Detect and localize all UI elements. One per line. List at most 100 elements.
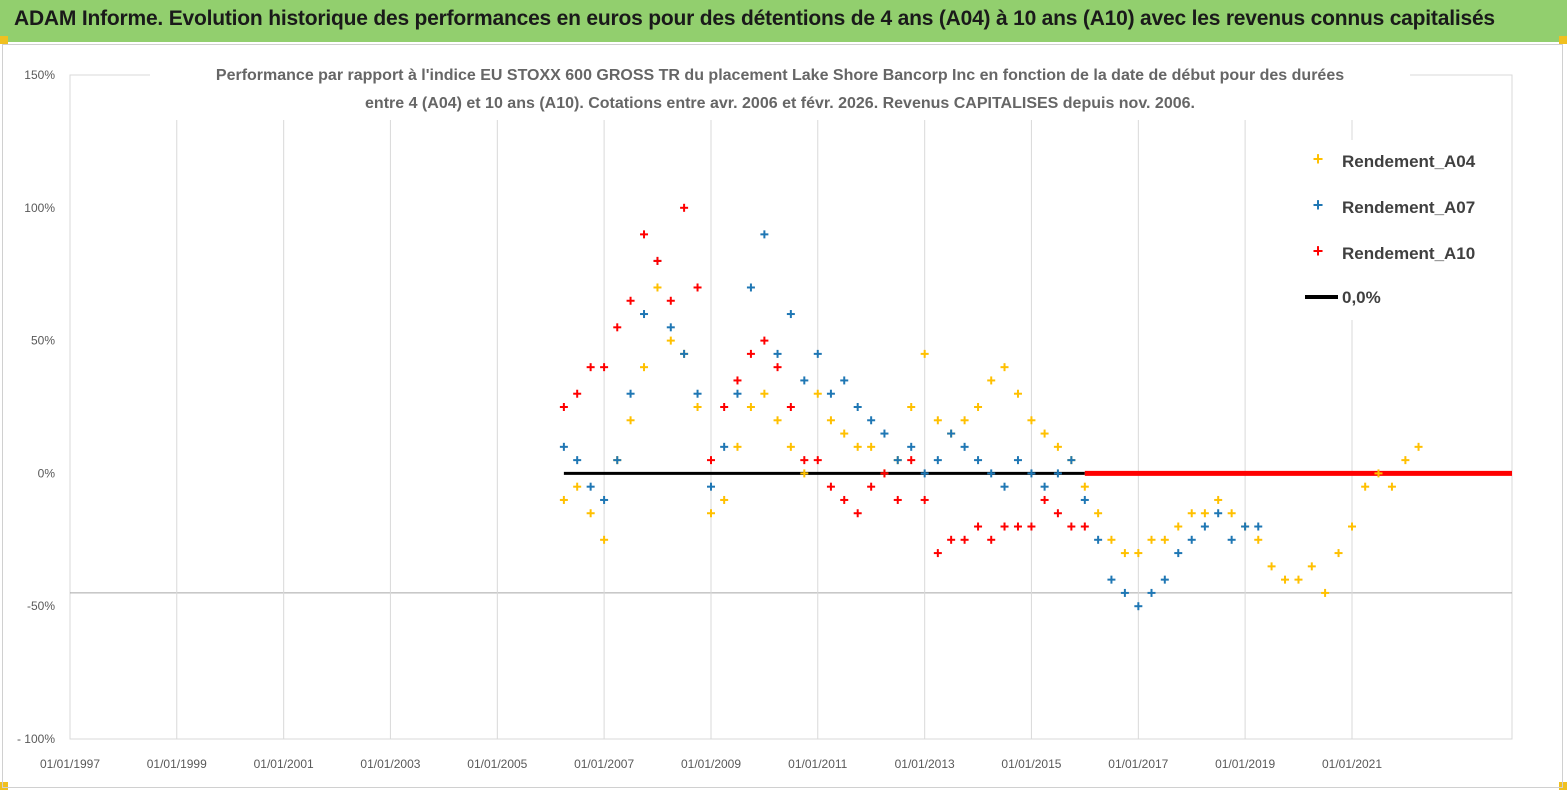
point-a07 bbox=[720, 442, 729, 451]
point-a10 bbox=[920, 495, 929, 504]
point-a04 bbox=[960, 416, 969, 425]
point-a07 bbox=[1160, 575, 1169, 584]
point-a07 bbox=[600, 495, 609, 504]
point-a04 bbox=[1094, 509, 1103, 518]
x-tick-label: 01/01/2007 bbox=[574, 757, 634, 771]
legend-background bbox=[1280, 140, 1505, 320]
point-a07 bbox=[680, 349, 689, 358]
report-title: ADAM Informe. Evolution historique des p… bbox=[14, 7, 1495, 30]
legend-marker-a04: + bbox=[1313, 149, 1324, 169]
point-a04 bbox=[1401, 456, 1410, 465]
data-marks bbox=[559, 203, 1512, 611]
x-tick-label: 01/01/2019 bbox=[1215, 757, 1275, 771]
legend-label-a04: Rendement_A04 bbox=[1342, 152, 1476, 171]
point-a07 bbox=[693, 389, 702, 398]
point-a10 bbox=[1000, 522, 1009, 531]
point-a10 bbox=[760, 336, 769, 345]
point-a07 bbox=[933, 456, 942, 465]
point-a07 bbox=[626, 389, 635, 398]
point-a10 bbox=[867, 482, 876, 491]
point-a04 bbox=[1334, 549, 1343, 558]
x-tick-label: 01/01/2011 bbox=[788, 757, 847, 771]
x-tick-label: 01/01/2017 bbox=[1108, 757, 1168, 771]
y-axis-ticks: 150% 100% 50% 0% -50% - 100% bbox=[17, 68, 55, 746]
point-a04 bbox=[1348, 522, 1357, 531]
point-a10 bbox=[960, 535, 969, 544]
x-tick-label: 01/01/2021 bbox=[1322, 757, 1382, 771]
point-a04 bbox=[1374, 469, 1383, 478]
point-a07 bbox=[800, 376, 809, 385]
point-a07 bbox=[573, 456, 582, 465]
point-a04 bbox=[1000, 363, 1009, 372]
point-a04 bbox=[907, 403, 916, 411]
point-a07 bbox=[1214, 509, 1223, 518]
point-a04 bbox=[586, 509, 595, 518]
point-a10 bbox=[840, 495, 849, 504]
point-a10 bbox=[773, 363, 782, 372]
point-a10 bbox=[880, 469, 889, 478]
point-a07 bbox=[947, 429, 956, 438]
point-a07 bbox=[987, 469, 996, 478]
point-a04 bbox=[1120, 549, 1129, 558]
x-tick-label: 01/01/2003 bbox=[360, 757, 420, 771]
point-a07 bbox=[960, 442, 969, 451]
point-a04 bbox=[1147, 535, 1156, 544]
point-a07 bbox=[760, 230, 769, 239]
point-a10 bbox=[813, 456, 822, 465]
y-tick-label: 0% bbox=[38, 466, 56, 480]
point-a07 bbox=[893, 456, 902, 465]
point-a04 bbox=[1080, 482, 1089, 491]
subtitle-line-1: Performance par rapport à l'indice EU ST… bbox=[216, 67, 1344, 84]
point-a07 bbox=[826, 389, 835, 398]
point-a07 bbox=[1174, 549, 1183, 558]
point-a10 bbox=[666, 296, 675, 305]
point-a04 bbox=[1174, 522, 1183, 531]
point-a04 bbox=[1107, 535, 1116, 544]
y-tick-label: 50% bbox=[31, 334, 55, 348]
point-a07 bbox=[773, 349, 782, 358]
point-a04 bbox=[720, 495, 729, 504]
point-a04 bbox=[1387, 482, 1396, 491]
x-tick-label: 01/01/1999 bbox=[147, 757, 207, 771]
point-a04 bbox=[1321, 588, 1330, 597]
point-a10 bbox=[947, 535, 956, 544]
x-axis-ticks: 01/01/1997 01/01/1999 01/01/2001 01/01/2003… bbox=[40, 757, 1382, 771]
point-a04 bbox=[1254, 535, 1263, 544]
point-a07 bbox=[1107, 575, 1116, 584]
point-a10 bbox=[907, 456, 916, 465]
point-a07 bbox=[974, 456, 983, 465]
point-a04 bbox=[1013, 389, 1022, 398]
point-a07 bbox=[1134, 602, 1143, 611]
point-a04 bbox=[1214, 495, 1223, 504]
point-a10 bbox=[693, 283, 702, 292]
point-a04 bbox=[1281, 575, 1290, 584]
legend: + Rendement_A04 + Rendement_A07 + Rendem… bbox=[1280, 140, 1505, 320]
point-a04 bbox=[653, 283, 662, 292]
point-a10 bbox=[893, 495, 902, 504]
point-a04 bbox=[626, 416, 635, 425]
point-a04 bbox=[1053, 442, 1062, 451]
legend-marker-a07: + bbox=[1313, 195, 1324, 215]
point-a10 bbox=[974, 522, 983, 531]
point-a10 bbox=[573, 389, 582, 398]
y-tick-label: -50% bbox=[27, 599, 55, 613]
point-a07 bbox=[1094, 535, 1103, 544]
point-a04 bbox=[733, 442, 742, 451]
point-a04 bbox=[707, 509, 716, 518]
point-a04 bbox=[1414, 442, 1423, 451]
point-a07 bbox=[1227, 535, 1236, 544]
point-a04 bbox=[800, 469, 809, 478]
point-a07 bbox=[640, 310, 649, 319]
point-a10 bbox=[586, 363, 595, 372]
point-a07 bbox=[1080, 495, 1089, 504]
point-a10 bbox=[1053, 509, 1062, 518]
point-a07 bbox=[559, 442, 568, 451]
point-a04 bbox=[933, 416, 942, 425]
point-a10 bbox=[707, 456, 716, 465]
point-a07 bbox=[1040, 482, 1049, 491]
point-a10 bbox=[626, 296, 635, 305]
report-header: ADAM Informe. Evolution historique des p… bbox=[0, 0, 1567, 42]
point-a10 bbox=[853, 509, 862, 518]
point-a04 bbox=[786, 442, 795, 451]
